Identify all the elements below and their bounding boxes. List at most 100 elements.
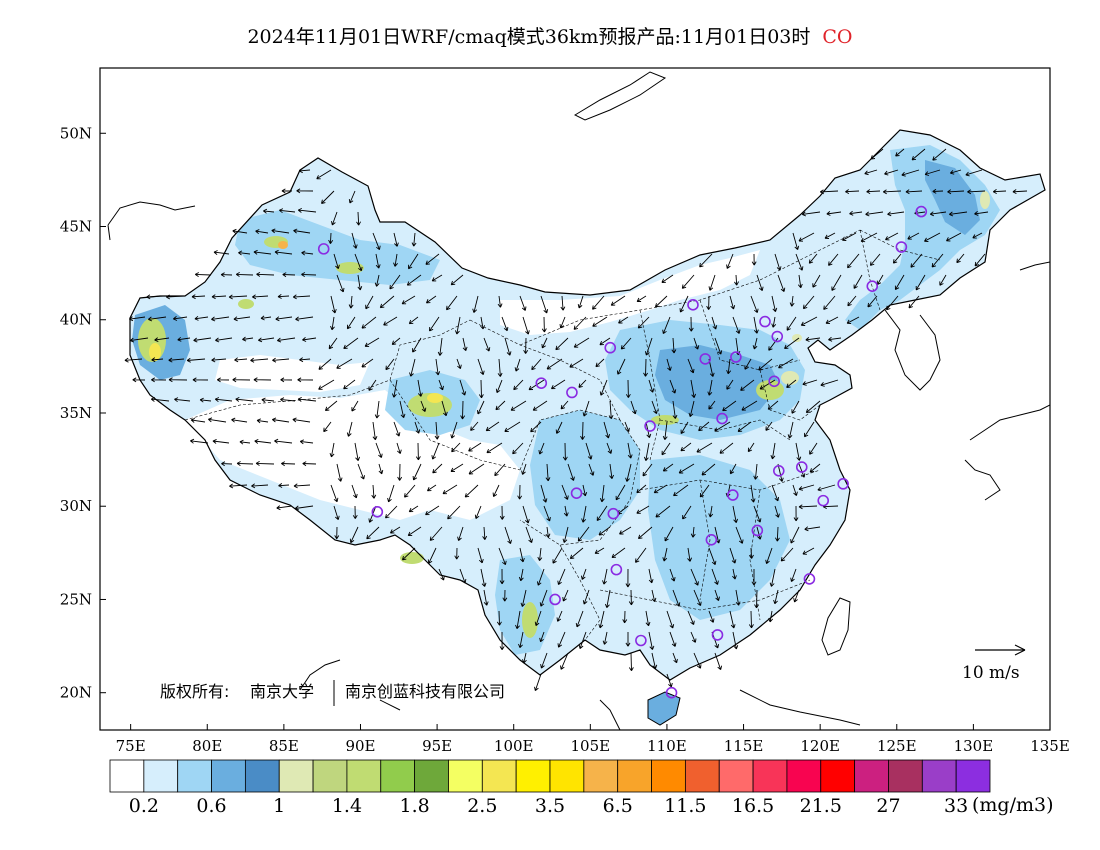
wind-arrow	[798, 484, 815, 491]
wind-arrow	[907, 232, 920, 240]
wind-arrow	[464, 484, 479, 498]
wind-arrow	[901, 169, 920, 177]
wind-arrow	[366, 526, 380, 540]
lon-tick-label: 85E	[269, 737, 299, 755]
wind-arrow	[798, 504, 818, 510]
wind-arrow	[741, 400, 758, 411]
wind-arrow	[563, 505, 569, 517]
lat-tick-label: 45N	[60, 218, 92, 236]
wind-arrow	[297, 377, 314, 383]
wind-arrow	[401, 547, 416, 561]
wind-arrow	[693, 589, 702, 606]
wind-arrow	[809, 442, 818, 455]
legend-label: 16.5	[732, 795, 774, 817]
station-marker	[895, 241, 908, 253]
station-marker	[915, 205, 928, 218]
wind-arrow	[767, 400, 779, 410]
wind-arrow	[828, 253, 839, 266]
wind-arrow	[911, 148, 926, 161]
wind-arrow	[298, 168, 311, 174]
wind-arrow	[256, 418, 269, 424]
wind-arrow	[148, 316, 167, 322]
longitude-axis: 75E 80E 85E 90E 95E 100E 105E 110E 115E 120E 125E 1…	[116, 724, 1070, 755]
wind-arrow	[391, 337, 401, 345]
wind-arrow	[515, 610, 521, 629]
wind-arrow	[786, 316, 797, 331]
wind-arrow	[254, 438, 272, 444]
lon-tick-label: 95E	[422, 737, 452, 755]
station-marker	[705, 533, 718, 546]
wind-arrow	[215, 337, 233, 343]
wind-arrow	[372, 421, 378, 441]
wind-arrow	[802, 295, 815, 310]
lon-tick-label: 135E	[1030, 737, 1070, 755]
wind-arrow	[606, 442, 613, 454]
wind-arrow	[775, 526, 780, 542]
wind-reference-label: 10 m/s	[962, 663, 1020, 683]
wind-arrow	[146, 294, 164, 300]
wind-arrow	[354, 253, 363, 272]
wind-arrow	[616, 358, 626, 375]
wind-arrow	[293, 483, 311, 489]
legend-swatch	[448, 759, 483, 793]
wind-arrow	[622, 610, 628, 624]
legend-swatch	[211, 759, 246, 793]
wind-arrow	[361, 316, 377, 329]
wind-arrow	[777, 274, 786, 292]
wind-arrow	[450, 463, 464, 472]
wind-arrow	[929, 211, 947, 217]
northeast-core	[925, 160, 980, 235]
wind-arrow	[771, 484, 780, 502]
wind-arrow	[321, 190, 335, 204]
wind-arrow	[441, 400, 448, 417]
color-legend-labels: 0.2 0.6 1 1.4 1.8 2.5 3.5 6.5 11.5 16.5 21.5 27 33	[129, 795, 969, 817]
wind-arrow	[477, 547, 484, 564]
lat-tick-label: 35N	[60, 404, 92, 422]
wind-arrow	[330, 316, 335, 331]
wind-arrow	[193, 337, 212, 343]
wind-arrow	[504, 526, 512, 545]
lon-tick-label: 90E	[345, 737, 375, 755]
legend-swatch	[651, 759, 686, 793]
wind-arrow	[690, 526, 696, 538]
legend-swatch	[346, 759, 382, 793]
hotspot-yili-core	[278, 241, 288, 249]
station-marker	[772, 464, 785, 477]
wind-arrow	[609, 463, 615, 479]
wind-arrow	[228, 294, 248, 300]
wind-arrow	[860, 232, 878, 243]
wind-arrow	[771, 295, 778, 313]
wind-arrow	[349, 526, 359, 544]
wind-arrow	[124, 357, 143, 363]
station-marker	[317, 243, 330, 255]
wind-arrow	[636, 295, 647, 303]
wind-arrow	[407, 526, 422, 537]
wind-arrow	[504, 337, 512, 356]
wind-arrow	[753, 316, 759, 334]
caspian-east	[107, 201, 196, 241]
wind-arrow	[561, 484, 569, 500]
wind-arrow	[865, 211, 884, 217]
wind-arrow	[334, 526, 340, 540]
wind-arrow	[408, 316, 419, 325]
wind-arrow	[255, 461, 275, 466]
wind-arrow	[532, 400, 548, 411]
wind-arrow	[522, 316, 530, 335]
wind-arrow	[669, 568, 676, 582]
wind-arrow	[688, 316, 694, 332]
wind-arrow	[672, 589, 681, 607]
wind-arrow	[795, 442, 802, 461]
wind-arrow	[560, 295, 566, 311]
copyright-credit: 版权所有: 南京大学 南京创蓝科技有限公司	[160, 680, 505, 706]
wind-arrow	[385, 358, 395, 371]
wind-arrow	[293, 228, 311, 234]
hotspot-green-patches	[138, 191, 990, 638]
wind-arrow	[519, 295, 527, 311]
wind-arrow	[578, 379, 587, 388]
wind-arrow	[518, 568, 524, 582]
wind-arrow	[773, 589, 779, 605]
wind-arrow	[389, 274, 401, 290]
wind-arrow	[735, 526, 744, 544]
map-title: 2024年11月01日WRF/cmaq模式36km预报产品:11月01日03时 C…	[0, 22, 1100, 49]
wind-arrow	[748, 547, 754, 559]
